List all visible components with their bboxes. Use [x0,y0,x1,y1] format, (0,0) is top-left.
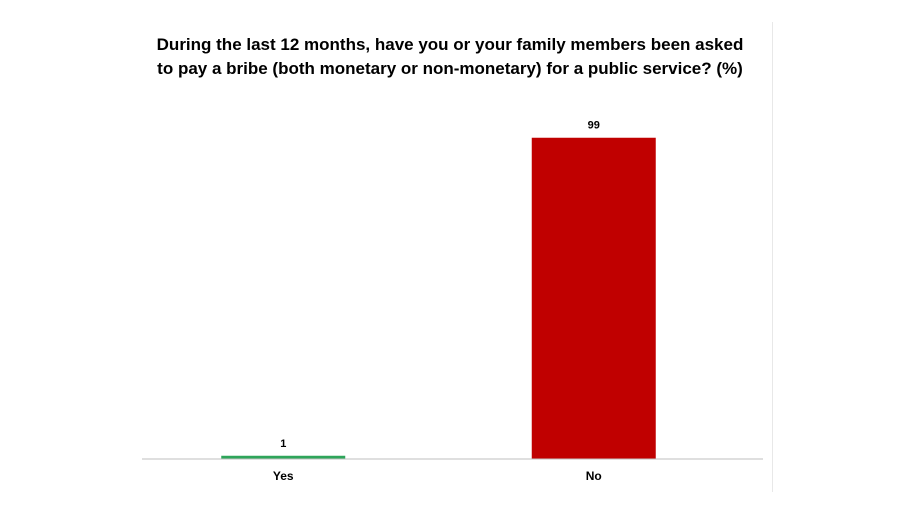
x-tick-label-no: No [586,469,602,483]
bars-group [221,137,656,459]
bar-no [531,137,656,459]
chart-border [772,22,773,492]
bar-yes [221,455,346,459]
labels-group: 1 Yes 99 No [273,120,602,483]
data-label-yes: 1 [280,438,286,450]
x-tick-label-yes: Yes [273,469,294,483]
chart-title: During the last 12 months, have you or y… [156,35,744,78]
data-label-no: 99 [588,120,600,132]
